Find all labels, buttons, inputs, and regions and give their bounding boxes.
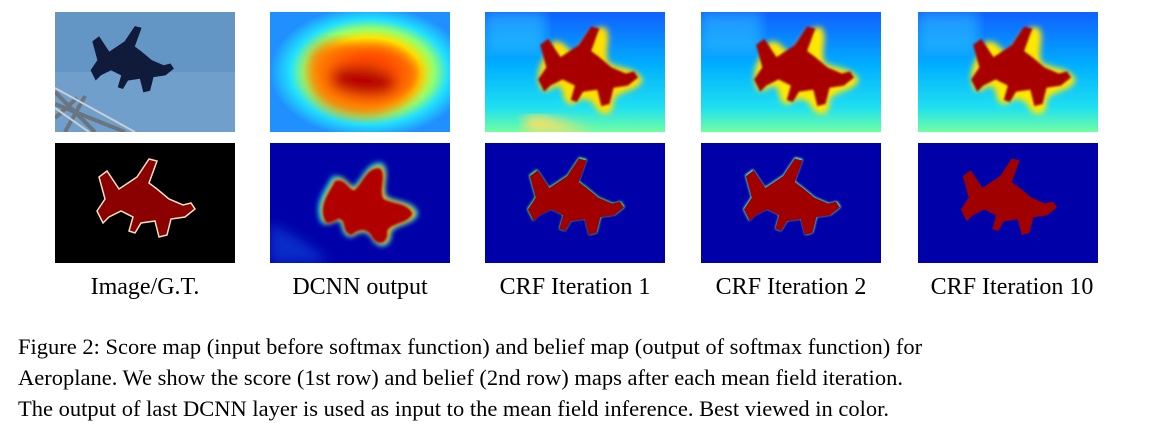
column-label-crf-iter10: CRF Iteration 10 <box>930 274 1094 300</box>
dcnn-score-map <box>270 12 450 132</box>
caption-line-1: Figure 2: Score map (input before softma… <box>18 334 923 359</box>
column-label-crf-iter2: CRF Iteration 2 <box>715 274 867 300</box>
crf-iter2-belief-map <box>701 143 881 263</box>
crf-iter1-belief-map <box>485 143 665 263</box>
caption-line-3: The output of last DCNN layer is used as… <box>18 396 890 421</box>
input-image-panel <box>55 12 235 132</box>
crf-iter10-belief-map <box>918 143 1098 263</box>
crf-iter1-score-map <box>485 12 665 132</box>
dcnn-belief-map <box>270 143 450 263</box>
caption-line-2: Aeroplane. We show the score (1st row) a… <box>18 365 903 390</box>
crf-iter10-score-map <box>918 12 1098 132</box>
column-label-image-gt: Image/G.T. <box>90 274 200 300</box>
column-label-dcnn-output: DCNN output <box>292 274 428 300</box>
figure-caption: Figure 2: Score map (input before softma… <box>18 331 1143 424</box>
column-label-crf-iter1: CRF Iteration 1 <box>499 274 651 300</box>
ground-truth-panel <box>55 143 235 263</box>
crf-iter2-score-map <box>701 12 881 132</box>
